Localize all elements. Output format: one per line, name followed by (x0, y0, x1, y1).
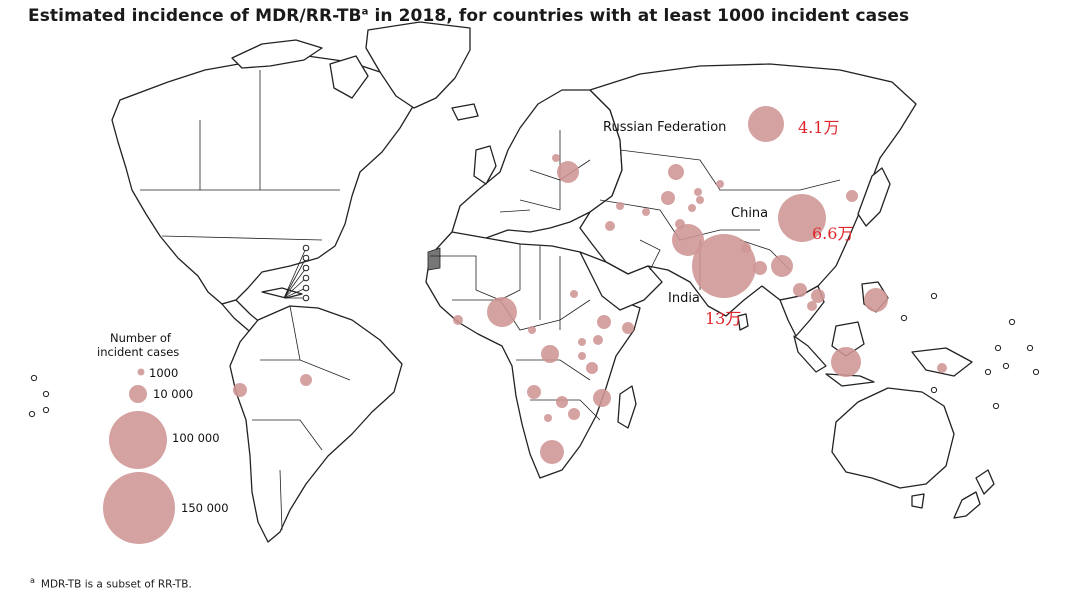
british-isles (473, 145, 497, 185)
bubble-kazakhstan (668, 164, 684, 180)
bubble-sudan (570, 290, 578, 298)
bubble-mozambique (593, 389, 611, 407)
bubble-namibia (544, 414, 552, 422)
bubble-peru (233, 383, 247, 397)
bubble-china (778, 194, 826, 242)
bubble-tajikistan (694, 188, 702, 196)
legend-bubble-100000 (109, 411, 167, 469)
sumatra-island (793, 335, 827, 373)
tasmania-island (911, 493, 925, 509)
arctic-islands (231, 39, 323, 69)
title-rest: in 2018, for countries with at least 100… (368, 6, 910, 26)
bubble-uganda (578, 338, 586, 346)
legend-title-line1: Number of (110, 331, 172, 345)
bubble-india (692, 234, 756, 298)
western-sahara-region (427, 247, 441, 271)
bubble-ethiopia (597, 315, 611, 329)
annotation-china: 6.6万 (812, 224, 853, 243)
bubble-azerbaijan (616, 202, 624, 210)
bubble-cambodia (807, 301, 817, 311)
annotation-india: 13万 (705, 309, 741, 328)
bubble-kenya (622, 322, 634, 334)
bubble-uzbekistan (661, 191, 675, 205)
bubble-cote-divoire (453, 315, 463, 325)
bubble-russian-federation (748, 106, 784, 142)
footnote-marker: a (30, 576, 35, 585)
label-india: India (668, 291, 700, 306)
cuba-island (261, 287, 303, 299)
bubble-nepal (741, 243, 751, 253)
australia-landmass (831, 387, 955, 489)
bubble-bangladesh (753, 261, 767, 275)
bubble-nigeria (487, 297, 517, 327)
legend-title-line2: incident cases (97, 345, 179, 359)
legend-label-150000: 150 000 (181, 501, 229, 515)
incidence-bubbles (233, 106, 947, 464)
bubble-south-africa (540, 440, 564, 464)
bubble-thailand (793, 283, 807, 297)
bubble-kyrgyzstan (688, 204, 696, 212)
bubble-zimbabwe (568, 408, 580, 420)
bubble-angola (527, 385, 541, 399)
arabian-peninsula (579, 251, 663, 311)
bubble-myanmar (771, 255, 793, 277)
bubble-philippines (864, 288, 888, 312)
bubble-mongolia (716, 180, 724, 188)
baffin-island (329, 55, 369, 99)
footnote-text: MDR-TB is a subset of RR-TB. (40, 578, 192, 591)
bubble-dr-congo (541, 345, 559, 363)
bubble-indonesia (831, 347, 861, 377)
pacific-islands (28, 292, 1040, 418)
new-guinea-island (911, 347, 973, 377)
north-america-landmass (111, 54, 419, 305)
bubble-somalia (605, 221, 615, 231)
annotation-russian-federation: 4.1万 (798, 118, 839, 137)
madagascar-island (617, 385, 637, 429)
bubble-brazil (300, 374, 312, 386)
caribbean-leader-lines (283, 244, 310, 302)
legend-label-100000: 100 000 (172, 431, 220, 445)
legend-bubble-10000 (129, 385, 147, 403)
south-america-landmass (229, 305, 403, 543)
new-zealand-islands (975, 469, 995, 495)
legend-label-1000: 1000 (149, 366, 178, 380)
map-legend: Number of incident cases 1000 10 000 100… (97, 331, 229, 544)
bubble-pakistan (672, 224, 704, 256)
legend-bubble-150000 (103, 472, 175, 544)
greenland-landmass (365, 21, 471, 109)
label-china: China (731, 206, 768, 221)
land-masses (111, 21, 995, 543)
japan-islands (857, 167, 891, 227)
bubble-vietnam (811, 289, 825, 303)
bubble-papua-new-guinea (937, 363, 947, 373)
bubble-afghanistan (675, 219, 685, 229)
sri-lanka-island (737, 313, 749, 331)
bubble-belarus (552, 154, 560, 162)
bubble-ukraine (557, 161, 579, 183)
title-superscript: a (361, 6, 369, 18)
bubble-north-korea (846, 190, 858, 202)
new-zealand-south-island (953, 491, 981, 519)
legend-label-10000: 10 000 (153, 387, 193, 401)
bubble-malawi (578, 352, 586, 360)
bubble-zambia (556, 396, 568, 408)
iceland-island (451, 103, 479, 121)
bubble-tanzania (586, 362, 598, 374)
bubble-cameroon (528, 326, 536, 334)
bubble-rwanda (593, 335, 603, 345)
label-russian-federation: Russian Federation (603, 120, 726, 135)
bubble-iran (642, 208, 650, 216)
legend-bubble-1000 (137, 368, 145, 376)
footnote: a MDR-TB is a subset of RR-TB. (30, 576, 192, 591)
bubble-turkmenistan (696, 196, 704, 204)
title-main: Estimated incidence of MDR/RR-TB (28, 6, 362, 26)
map-title: Estimated incidence of MDR/RR-TBa in 201… (28, 6, 909, 26)
